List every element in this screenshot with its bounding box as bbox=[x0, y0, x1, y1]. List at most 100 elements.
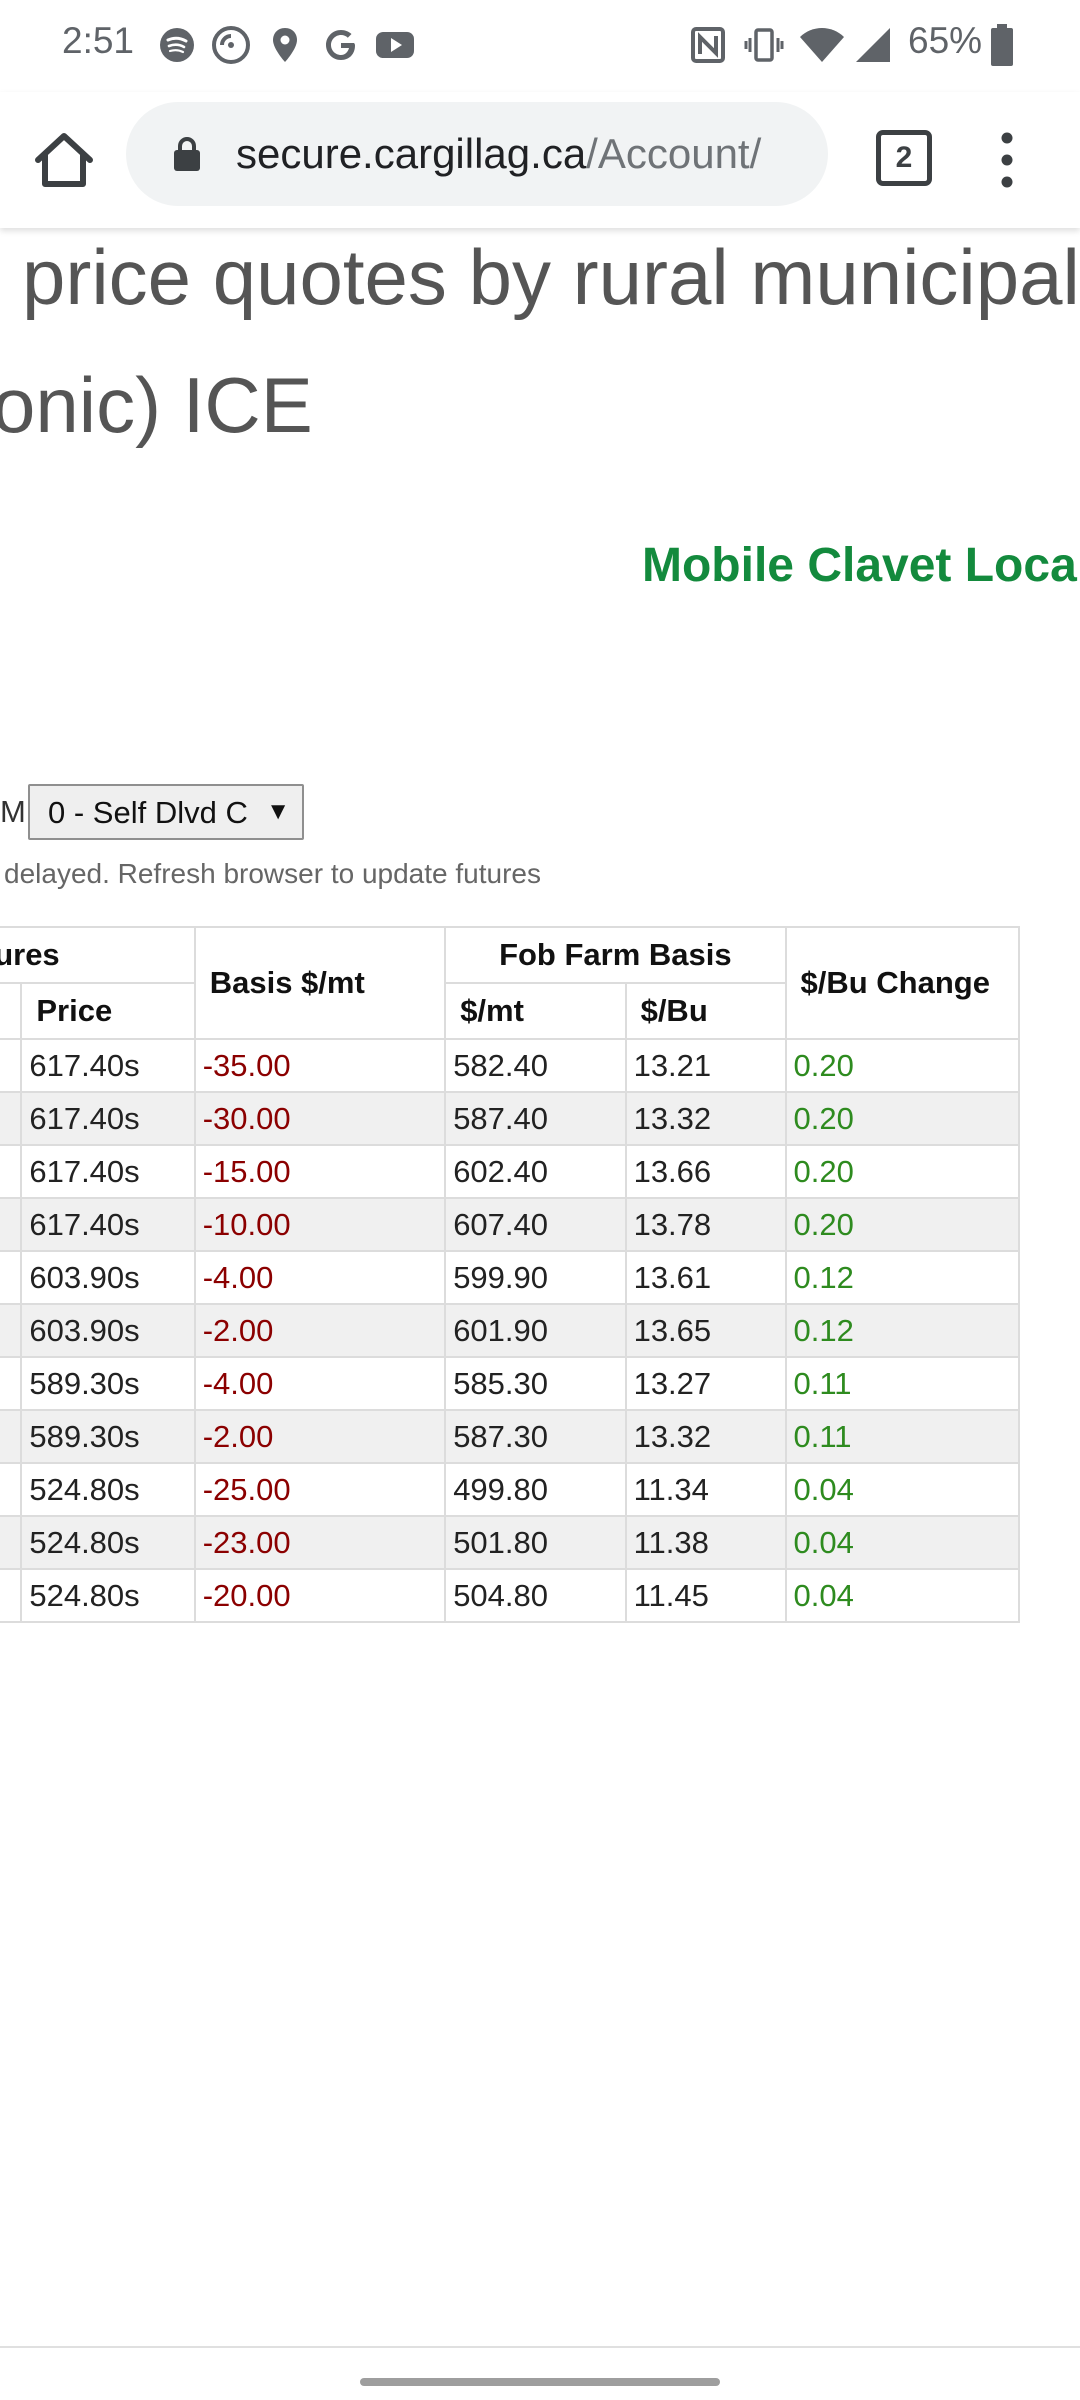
dropdown-arrow-icon: ▼ bbox=[266, 798, 290, 825]
table-row: 524.80s -25.00 499.80 11.34 0.04 bbox=[0, 1462, 1020, 1517]
basis-cell: -30.00 bbox=[193, 1091, 447, 1146]
basis-cell: -15.00 bbox=[193, 1144, 447, 1199]
lock-icon bbox=[174, 137, 200, 171]
change-cell: 0.12 bbox=[784, 1250, 1020, 1305]
change-cell: 0.20 bbox=[784, 1038, 1020, 1093]
fob-mt-cell: 601.90 bbox=[444, 1303, 627, 1358]
address-bar[interactable]: secure.cargillag.ca/Account/ bbox=[126, 102, 828, 206]
basis-cell: -4.00 bbox=[193, 1250, 447, 1305]
basis-cell: -10.00 bbox=[193, 1197, 447, 1252]
change-cell: 0.11 bbox=[784, 1409, 1020, 1464]
basis-cell: -2.00 bbox=[193, 1409, 447, 1464]
status-time: 2:51 bbox=[62, 20, 135, 61]
fob-mt-cell: 501.80 bbox=[444, 1515, 627, 1570]
location-pin-icon bbox=[273, 28, 297, 62]
page-content: price quotes by rural municipalit onic) … bbox=[0, 228, 1080, 2320]
battery-icon bbox=[991, 24, 1013, 66]
change-cell: 0.04 bbox=[784, 1462, 1020, 1517]
price-cell: 617.40s bbox=[20, 1144, 196, 1199]
fob-mt-cell: 587.30 bbox=[444, 1409, 627, 1464]
month-cell bbox=[0, 1197, 23, 1252]
rm-dropdown-value: 0 - Self Dlvd C bbox=[48, 795, 248, 830]
change-cell: 0.11 bbox=[784, 1356, 1020, 1411]
change-cell: 0.20 bbox=[784, 1091, 1020, 1146]
price-cell: 617.40s bbox=[20, 1038, 196, 1093]
fob-bu-cell: 13.21 bbox=[624, 1038, 787, 1093]
page-heading-line-2: onic) ICE bbox=[0, 361, 313, 449]
home-gesture-handle[interactable] bbox=[360, 2378, 720, 2386]
price-cell: 589.30s bbox=[20, 1356, 196, 1411]
nfc-icon bbox=[691, 27, 725, 63]
table-row: 603.90s -4.00 599.90 13.61 0.12 bbox=[0, 1250, 1020, 1305]
price-cell: 603.90s bbox=[20, 1303, 196, 1358]
price-table: Futures Basis $/mt Fob Farm Basis $/Bu C… bbox=[0, 926, 1020, 1623]
youtube-icon bbox=[376, 32, 414, 58]
table-row: 603.90s -2.00 601.90 13.65 0.12 bbox=[0, 1303, 1020, 1358]
price-cell: 524.80s bbox=[20, 1568, 196, 1623]
url-text[interactable]: secure.cargillag.ca/Account/ bbox=[236, 130, 812, 178]
vibrate-icon bbox=[744, 28, 784, 62]
table-row: 617.40s -15.00 602.40 13.66 0.20 bbox=[0, 1144, 1020, 1199]
price-header: Price bbox=[20, 982, 196, 1040]
fob-bu-cell: 13.65 bbox=[624, 1303, 787, 1358]
month-cell bbox=[0, 1038, 23, 1093]
fob-mt-cell: 607.40 bbox=[444, 1197, 627, 1252]
table-row: 589.30s -2.00 587.30 13.32 0.11 bbox=[0, 1409, 1020, 1464]
change-header: $/Bu Change bbox=[784, 926, 1020, 1040]
table-row: 617.40s -35.00 582.40 13.21 0.20 bbox=[0, 1038, 1020, 1093]
fob-mt-cell: 587.40 bbox=[444, 1091, 627, 1146]
fob-bu-cell: 11.45 bbox=[624, 1568, 787, 1623]
signal-icon bbox=[856, 28, 890, 62]
url-path: /Account/ bbox=[586, 130, 762, 177]
fob-mt-cell: 499.80 bbox=[444, 1462, 627, 1517]
battery-percentage: 65% bbox=[908, 20, 983, 61]
basis-cell: -35.00 bbox=[193, 1038, 447, 1093]
futures-delay-note: delayed. Refresh browser to update futur… bbox=[4, 858, 541, 889]
basis-cell: -20.00 bbox=[193, 1568, 447, 1623]
wifi-icon bbox=[800, 28, 844, 62]
status-bar: 2:51 bbox=[0, 0, 1080, 92]
change-cell: 0.04 bbox=[784, 1515, 1020, 1570]
location-title: Mobile Clavet Local bbox=[642, 539, 1080, 592]
month-cell bbox=[0, 1250, 23, 1305]
fob-bu-cell: 13.66 bbox=[624, 1144, 787, 1199]
home-button[interactable] bbox=[30, 126, 98, 194]
month-cell bbox=[0, 1356, 23, 1411]
more-options-icon[interactable] bbox=[990, 128, 1024, 192]
table-row: 589.30s -4.00 585.30 13.27 0.11 bbox=[0, 1356, 1020, 1411]
month-cell bbox=[0, 1409, 23, 1464]
price-cell: 589.30s bbox=[20, 1409, 196, 1464]
table-row: 617.40s -10.00 607.40 13.78 0.20 bbox=[0, 1197, 1020, 1252]
google-icon bbox=[326, 30, 355, 60]
change-cell: 0.12 bbox=[784, 1303, 1020, 1358]
month-cell bbox=[0, 1515, 23, 1570]
month-cell bbox=[0, 1303, 23, 1358]
fob-farm-basis-header: Fob Farm Basis bbox=[444, 926, 787, 984]
basis-cell: -25.00 bbox=[193, 1462, 447, 1517]
table-row: 617.40s -30.00 587.40 13.32 0.20 bbox=[0, 1091, 1020, 1146]
fob-mt-cell: 504.80 bbox=[444, 1568, 627, 1623]
fob-bu-cell: 13.32 bbox=[624, 1409, 787, 1464]
system-navigation-bar bbox=[0, 2346, 1080, 2400]
change-cell: 0.04 bbox=[784, 1568, 1020, 1623]
month-cell bbox=[0, 1091, 23, 1146]
table-row: 524.80s -23.00 501.80 11.38 0.04 bbox=[0, 1515, 1020, 1570]
futures-month-header bbox=[0, 982, 23, 1040]
fob-bu-cell: 11.34 bbox=[624, 1462, 787, 1517]
tab-switcher-button[interactable]: 2 bbox=[876, 130, 932, 186]
month-cell bbox=[0, 1144, 23, 1199]
url-domain: secure.cargillag.ca bbox=[236, 130, 587, 177]
fob-mt-cell: 582.40 bbox=[444, 1038, 627, 1093]
spotify-icon bbox=[160, 28, 194, 62]
fob-mt-cell: 602.40 bbox=[444, 1144, 627, 1199]
price-cell: 603.90s bbox=[20, 1250, 196, 1305]
fob-mt-cell: 585.30 bbox=[444, 1356, 627, 1411]
fob-mt-cell: 599.90 bbox=[444, 1250, 627, 1305]
futures-header: Futures bbox=[0, 926, 196, 984]
pocket-casts-icon bbox=[212, 26, 250, 64]
price-cell: 617.40s bbox=[20, 1091, 196, 1146]
table-row: 524.80s -20.00 504.80 11.45 0.04 bbox=[0, 1568, 1020, 1623]
fob-bu-cell: 13.61 bbox=[624, 1250, 787, 1305]
rm-dropdown[interactable]: 0 - Self Dlvd C ▼ bbox=[28, 784, 304, 840]
